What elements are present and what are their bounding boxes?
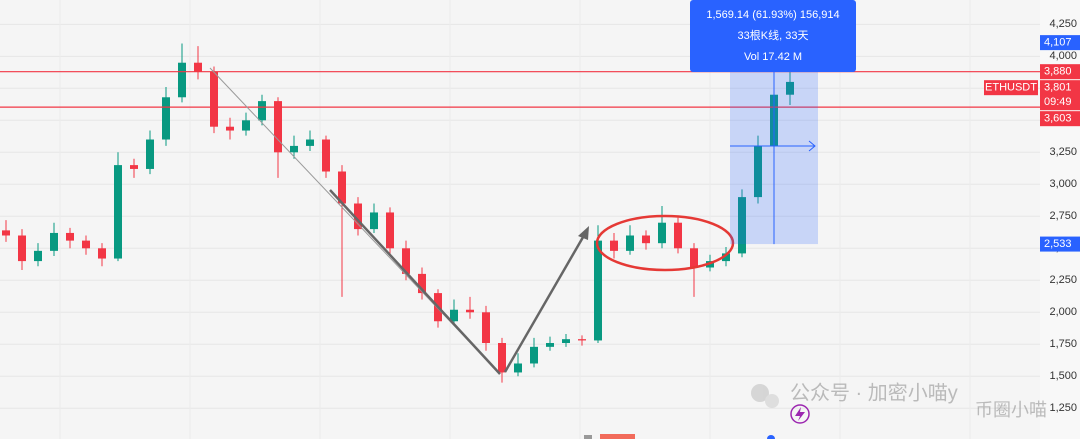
candle-body xyxy=(450,309,458,322)
tooltip-text: Vol 17.42 M xyxy=(744,51,802,63)
candle-body xyxy=(210,71,218,127)
highlight-ellipse xyxy=(595,214,735,272)
candle-body xyxy=(82,240,90,249)
lightning xyxy=(795,407,805,421)
candle-body xyxy=(738,197,746,254)
candle-body xyxy=(114,165,122,259)
bottom-icons xyxy=(584,404,810,439)
candle-body xyxy=(50,232,58,251)
candle-body xyxy=(418,273,426,294)
price-tag xyxy=(1040,35,1080,51)
icon xyxy=(584,435,592,439)
candle-body xyxy=(18,235,26,262)
candle-body xyxy=(274,101,282,153)
tooltip-text: 33根K线, 33天 xyxy=(738,28,809,42)
candle-body xyxy=(514,363,522,373)
price-tag xyxy=(1040,236,1080,252)
countdown: 09:49 xyxy=(1044,96,1072,108)
candle-body xyxy=(226,126,234,131)
candle-body xyxy=(242,120,250,131)
candle-body xyxy=(626,235,634,251)
candle-body xyxy=(386,212,394,249)
measure-tooltip xyxy=(690,0,856,72)
price-tag xyxy=(1040,111,1080,127)
y-tick-label: 1,750 xyxy=(1049,338,1077,350)
y-tick-label: 4,250 xyxy=(1049,18,1077,30)
y-tick-label: 3,000 xyxy=(1049,178,1077,190)
price-tag-label: 4,107 xyxy=(1044,37,1072,49)
plot-background xyxy=(0,0,1040,439)
candle-body xyxy=(306,139,314,146)
watermark-text: 币圈小喵 xyxy=(975,400,1047,420)
candle-body xyxy=(130,165,138,169)
candle-body xyxy=(338,171,346,204)
candle-body xyxy=(66,232,74,241)
y-tick-label: 4,000 xyxy=(1049,50,1077,62)
price-tag-label: 2,533 xyxy=(1044,238,1072,250)
candle-body xyxy=(546,343,554,347)
candle-body xyxy=(34,250,42,262)
y-tick-label: 2,250 xyxy=(1049,274,1077,286)
symbol-tag-label: ETHUSDT xyxy=(985,82,1037,94)
candle-body xyxy=(466,309,474,313)
candle-body xyxy=(162,97,170,140)
watermark: 公众号 · 加密小喵y 币圈小喵 xyxy=(751,381,1047,420)
trend-arrow xyxy=(329,189,501,375)
candle-body xyxy=(530,346,538,364)
candle-body xyxy=(722,253,730,262)
symbol-tag xyxy=(984,80,1038,96)
drawings xyxy=(209,67,735,375)
candle-body xyxy=(482,312,490,344)
wechat-icon xyxy=(765,394,779,408)
candle-body xyxy=(690,248,698,268)
trend-arrow xyxy=(503,231,588,373)
price-tag xyxy=(1040,64,1080,80)
price-tag-label: 3,801 xyxy=(1044,82,1072,94)
candle-body xyxy=(402,248,410,274)
candle-body xyxy=(354,203,362,230)
candle-body xyxy=(578,339,586,341)
y-tick-label: 3,250 xyxy=(1049,146,1077,158)
price-tag-label: 3,880 xyxy=(1044,66,1072,78)
arrow-head xyxy=(578,226,589,240)
candle-body xyxy=(2,230,10,236)
y-tick-label: 1,250 xyxy=(1049,402,1077,414)
icon xyxy=(600,434,635,439)
candle-body xyxy=(258,101,266,121)
candle-body xyxy=(178,62,186,98)
candle-body xyxy=(290,145,298,153)
candle-body xyxy=(370,212,378,230)
y-tick-label: 2,750 xyxy=(1049,210,1077,222)
y-tick-label: 2,000 xyxy=(1049,306,1077,318)
candle-body xyxy=(322,139,330,172)
wechat-icon xyxy=(751,384,769,402)
candle-body xyxy=(194,62,202,72)
y-tick-label: 1,500 xyxy=(1049,370,1077,382)
candle-body xyxy=(610,240,618,251)
candle-body xyxy=(146,139,154,169)
candle-body xyxy=(754,145,762,198)
price-tag xyxy=(1040,80,1080,111)
candle-body xyxy=(658,222,666,244)
tooltip-text: 1,569.14 (61.93%) 156,914 xyxy=(706,9,839,21)
candle-body xyxy=(674,222,682,249)
measure-arrow xyxy=(808,140,816,152)
candle-body xyxy=(562,339,570,344)
price-tag-label: 3,603 xyxy=(1044,113,1072,125)
candle-body xyxy=(98,248,106,259)
watermark-text: 公众号 · 加密小喵y xyxy=(790,381,958,404)
candle-body xyxy=(594,240,602,341)
candle-body xyxy=(786,81,794,95)
candle-body xyxy=(498,343,506,373)
candle-body xyxy=(642,235,650,244)
lightning-icon xyxy=(790,404,810,424)
icon xyxy=(767,435,775,439)
